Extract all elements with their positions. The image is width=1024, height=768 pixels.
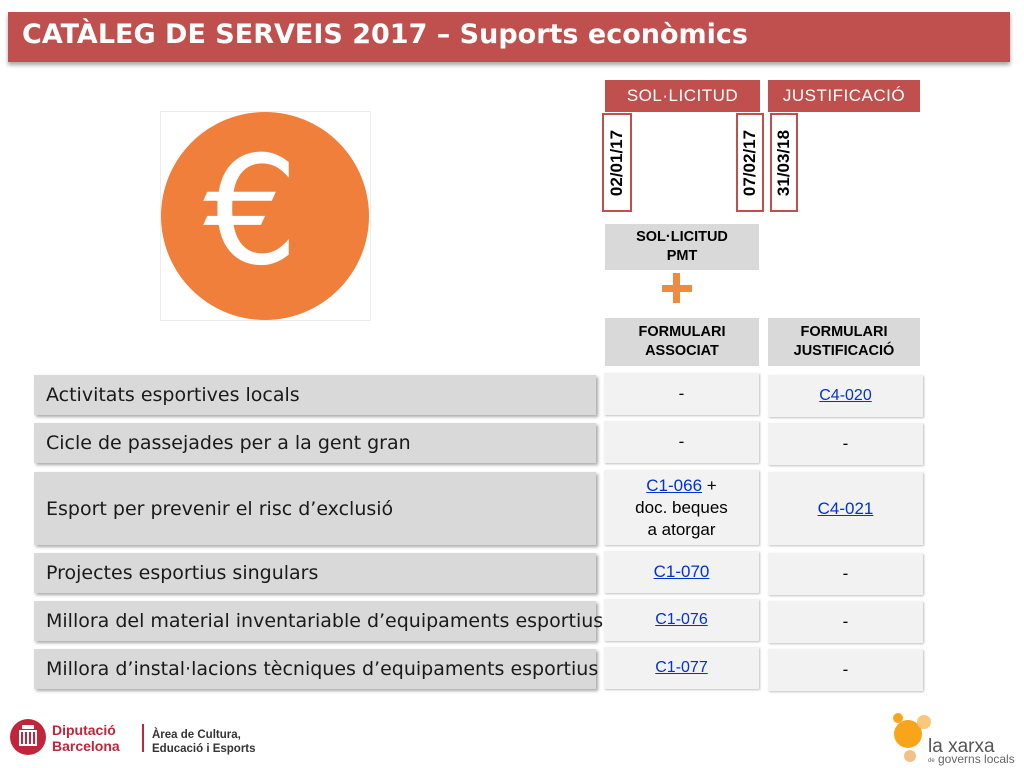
xarxa-line2-prefix: de: [928, 758, 935, 764]
xarxa-line2: governs locals: [938, 752, 1015, 766]
area-line1: Àrea de Cultura,: [152, 728, 241, 741]
header-solicitud: SOL·LICITUD: [605, 80, 760, 112]
xarxa-line1: la xarxa: [928, 736, 995, 757]
page-title: CATÀLEG DE SERVEIS 2017 – Suports econòm…: [22, 19, 748, 50]
diputacio-line2: Barcelona: [52, 738, 120, 754]
formulari-associat-header: FORMULARI ASSOCIAT: [605, 318, 759, 366]
title-bar: CATÀLEG DE SERVEIS 2017 – Suports econòm…: [8, 12, 1010, 62]
row-label-installacions: Millora d’instal·lacions tècniques d’equ…: [34, 649, 598, 689]
diputacio-line1: Diputació: [52, 722, 116, 738]
cell-justificacio-row1: C4-020: [768, 375, 923, 417]
cell-associat-row4: C1-070: [604, 551, 759, 593]
plus-icon: [662, 273, 692, 303]
euro-icon-frame: €: [160, 111, 371, 321]
cell-associat-row5: C1-076: [604, 599, 759, 641]
cell-justificacio-row4: -: [768, 553, 923, 595]
solicitud-pmt-box: SOL·LICITUD PMT: [605, 224, 759, 270]
link-c4-020[interactable]: C4-020: [819, 387, 872, 404]
cell-associat-row1: -: [604, 373, 759, 415]
euro-icon: €: [161, 112, 369, 320]
date-start: 02/01/17: [602, 113, 632, 212]
cell-associat-row6: C1-077: [604, 647, 759, 689]
link-c1-077[interactable]: C1-077: [655, 659, 708, 676]
xarxa-logo: la xarxa de governs locals: [893, 713, 1015, 766]
row-label-material: Millora del material inventariable d’equ…: [34, 601, 603, 641]
link-c1-070[interactable]: C1-070: [653, 562, 710, 581]
date-end-justificacio: 31/03/18: [770, 113, 798, 212]
cell-justificacio-row5: -: [768, 601, 923, 643]
cell-justificacio-row2: -: [768, 423, 923, 465]
cell-associat-row3: C1-066 + doc. beques a atorgar: [604, 470, 759, 545]
date-end-solicitud: 07/02/17: [736, 113, 764, 212]
link-c1-076[interactable]: C1-076: [655, 611, 708, 628]
header-justificacio: JUSTIFICACIÓ: [768, 80, 920, 112]
link-c1-066[interactable]: C1-066: [646, 475, 703, 495]
diputacio-logo: Diputació Barcelona Àrea de Cultura, Edu…: [10, 719, 256, 755]
cell-associat-row2: -: [604, 421, 759, 463]
link-c4-021[interactable]: C4-021: [817, 498, 874, 518]
area-line2: Educació i Esports: [152, 743, 256, 755]
row-label-esport-exclusio: Esport per prevenir el risc d’exclusió: [34, 472, 596, 545]
row-label-cicle: Cicle de passejades per a la gent gran: [34, 423, 596, 463]
cell-justificacio-row6: -: [768, 649, 923, 691]
formulari-justificacio-header: FORMULARI JUSTIFICACIÓ: [768, 318, 920, 366]
row-label-activitats: Activitats esportives locals: [34, 375, 596, 415]
row-label-projectes: Projectes esportius singulars: [34, 553, 596, 593]
cell-justificacio-row3: C4-021: [768, 472, 923, 545]
